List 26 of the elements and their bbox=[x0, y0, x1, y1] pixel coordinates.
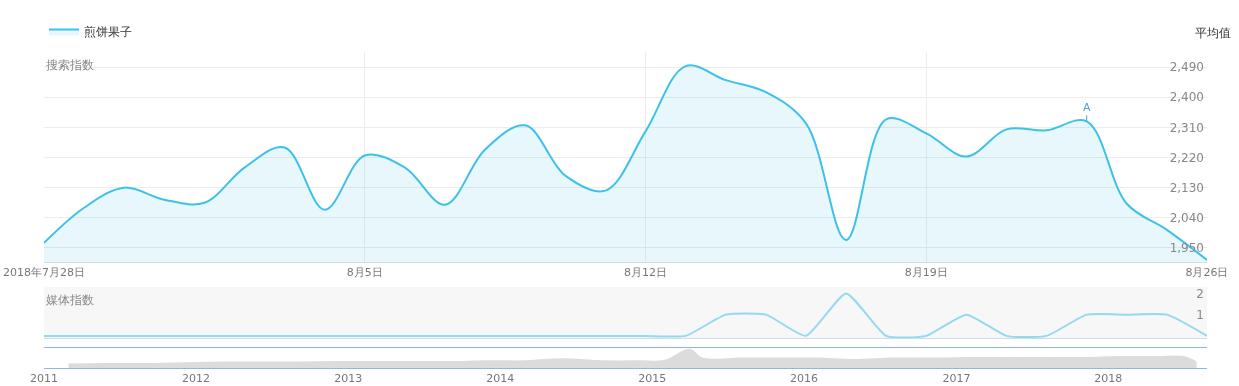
legend-label: 煎饼果子 bbox=[84, 25, 132, 40]
x-tick-label: 2018年7月28日 bbox=[3, 266, 85, 280]
x-tick-label: 8月5日 bbox=[346, 266, 383, 280]
y-tick-label: 2,220 bbox=[1169, 150, 1204, 165]
y-tick-label: 2 bbox=[1196, 286, 1204, 301]
x-tick-label: 8月19日 bbox=[904, 266, 948, 280]
y-tick-label: 1 bbox=[1196, 307, 1204, 322]
x-tick-label: 8月12日 bbox=[624, 266, 668, 280]
y-tick-label: 2,400 bbox=[1169, 90, 1204, 105]
x-tick-label: 2015 bbox=[638, 372, 667, 386]
y-tick-label: 2,490 bbox=[1169, 60, 1204, 75]
y-tick-label: 2,310 bbox=[1169, 120, 1204, 135]
y-tick-label: 2,040 bbox=[1169, 210, 1204, 225]
x-tick-label: 2014 bbox=[486, 372, 515, 386]
x-tick-label: 2013 bbox=[334, 372, 363, 386]
y-tick-label: 2,130 bbox=[1169, 180, 1204, 195]
annotation: A bbox=[1083, 101, 1091, 114]
x-tick-label: 2012 bbox=[181, 372, 210, 386]
x-tick-label: 8月26日 bbox=[1185, 266, 1229, 280]
y-axis-title: 媒体指数 bbox=[46, 293, 94, 307]
x-tick-label: 2017 bbox=[942, 372, 971, 386]
x-tick-label: 2018 bbox=[1094, 372, 1123, 386]
x-tick-label: 2016 bbox=[790, 372, 819, 386]
x-tick-label: 2011 bbox=[30, 372, 58, 386]
text: 平均值 bbox=[1195, 26, 1231, 40]
y-axis-title: 搜索指数 bbox=[46, 58, 94, 72]
